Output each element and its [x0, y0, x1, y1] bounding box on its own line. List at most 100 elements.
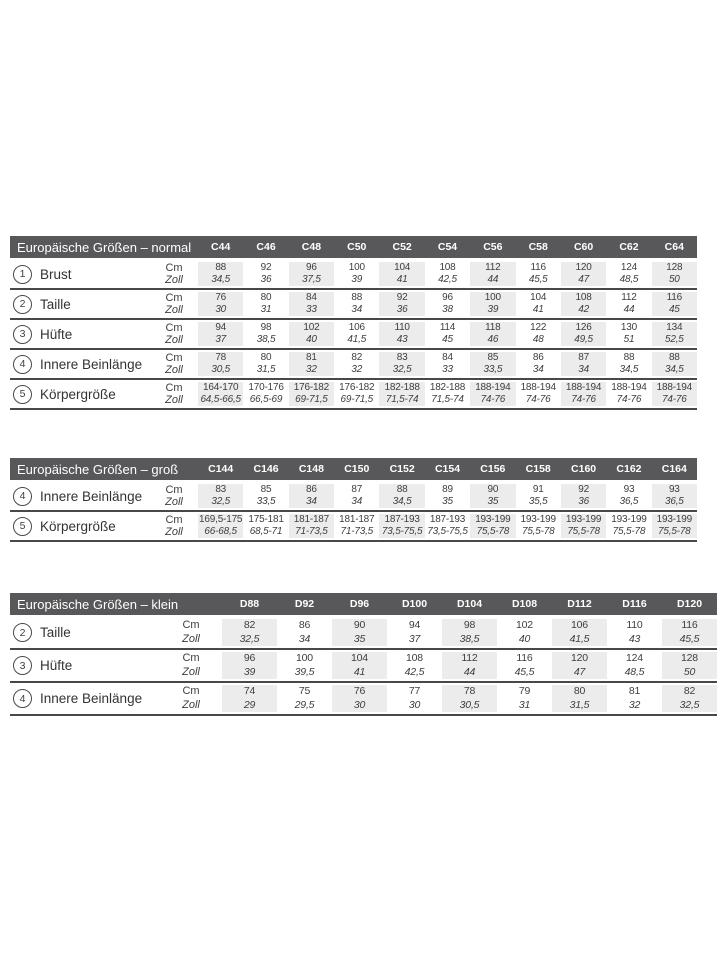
column-header: C154: [434, 463, 461, 475]
zoll-value: 34: [298, 632, 311, 645]
unit-cell: Cm Zoll: [160, 617, 222, 648]
zoll-value: 30: [353, 698, 366, 711]
zoll-value: 74-76: [616, 394, 642, 405]
value-cell: 187-193 73,5-75,5: [425, 512, 470, 540]
cm-value: 122: [530, 322, 547, 333]
zoll-value: 33: [442, 364, 453, 375]
cm-value: 164-170: [203, 382, 239, 393]
cm-value: 108: [406, 652, 423, 664]
zoll-value: 31,5: [569, 698, 590, 711]
value-cell: 84 33: [288, 290, 335, 318]
zoll-value: 38: [442, 304, 453, 315]
unit-label-cm: Cm: [165, 352, 183, 364]
cm-value: 130: [620, 322, 637, 333]
cm-value: 84: [442, 352, 453, 363]
zoll-value: 45,5: [514, 665, 535, 678]
zoll-value: 45: [442, 334, 453, 345]
zoll-value: 44: [463, 665, 476, 678]
cm-value: 93: [623, 484, 635, 495]
column-header: D88: [239, 598, 260, 610]
cm-value: 104: [394, 262, 411, 273]
column-header: C164: [661, 463, 687, 475]
zoll-value: 68,5-71: [249, 526, 283, 537]
column-header: C156: [480, 463, 506, 475]
cm-value: 116: [516, 652, 533, 664]
column-header: C58: [528, 241, 548, 253]
column-header: C148: [298, 463, 324, 475]
cm-value: 88: [396, 484, 408, 495]
unit-cell: Cm Zoll: [160, 650, 222, 681]
value-cell: 124 48,5: [606, 260, 651, 288]
cm-value: 81: [628, 685, 641, 697]
cm-value: 118: [485, 322, 501, 333]
cm-value: 82: [683, 685, 696, 697]
cm-value: 87: [578, 352, 589, 363]
value-cell: 81 32: [288, 350, 335, 378]
zoll-value: 45: [668, 304, 680, 315]
value-cell: 74 29: [222, 683, 277, 714]
value-cell: 86 34: [277, 617, 332, 648]
cm-value: 188-194: [656, 382, 693, 393]
row-label: Hüfte: [40, 658, 73, 673]
zoll-value: 75,5-78: [567, 526, 600, 537]
unit-label-cm: Cm: [165, 322, 183, 334]
table-title: Europäische Größen – normal: [17, 239, 192, 255]
cm-value: 94: [408, 619, 421, 631]
zoll-value: 36: [578, 496, 589, 507]
column-header: D112: [567, 598, 592, 610]
zoll-value: 50: [668, 274, 680, 285]
cm-value: 88: [215, 262, 227, 273]
cm-value: 193-199: [611, 514, 647, 525]
column-header: D104: [456, 598, 483, 610]
row-label: Taille: [40, 625, 71, 640]
value-cell: 182-188 71,5-74: [425, 380, 470, 408]
row-label: Innere Beinlänge: [40, 691, 143, 706]
zoll-value: 34,5: [664, 364, 684, 375]
row-label: Körpergröße: [40, 518, 116, 534]
zoll-value: 48,5: [624, 665, 645, 678]
value-cell: 116 45: [651, 290, 697, 318]
cm-value: 83: [396, 352, 408, 363]
value-cell: 93 36,5: [651, 482, 697, 510]
cm-value: 104: [530, 292, 547, 303]
zoll-value: 41: [532, 304, 544, 315]
column-header: C150: [344, 463, 370, 475]
zoll-value: 32,5: [679, 698, 700, 711]
row-label: Körpergröße: [40, 386, 116, 402]
column-header: D108: [511, 598, 538, 610]
zoll-value: 74-76: [571, 394, 596, 405]
cm-value: 82: [243, 619, 256, 631]
zoll-value: 30: [408, 698, 421, 711]
value-cell: 188-194 74-76: [651, 380, 697, 408]
zoll-value: 29: [243, 698, 256, 711]
cm-value: 187-193: [384, 514, 420, 525]
cm-value: 100: [484, 292, 501, 303]
zoll-value: 42: [578, 304, 589, 315]
unit-label-zoll: Zoll: [182, 698, 200, 711]
value-cell: 175-181 68,5-71: [243, 512, 288, 540]
table-title: Europäische Größen – groß: [17, 461, 179, 477]
value-cell: 83 32,5: [198, 482, 244, 510]
zoll-value: 34: [351, 496, 363, 507]
cm-value: 169,5-175: [199, 514, 243, 525]
row-label-cell: 5 Körpergröße: [10, 512, 150, 540]
cm-value: 91: [532, 484, 544, 495]
zoll-value: 66,5-69: [249, 394, 283, 405]
zoll-value: 31,5: [256, 364, 276, 375]
value-cell: 176-182 69-71,5: [288, 380, 335, 408]
zoll-value: 41,5: [347, 334, 367, 345]
value-cell: 87 34: [560, 350, 607, 378]
value-cell: 85 33,5: [243, 482, 288, 510]
cm-value: 96: [243, 652, 256, 664]
value-cell: 75 29,5: [277, 683, 332, 714]
value-cell: 92 36: [379, 290, 425, 318]
zoll-value: 40: [518, 632, 531, 645]
zoll-value: 74-76: [525, 394, 551, 405]
unit-label-cm: Cm: [182, 619, 200, 631]
cm-value: 76: [353, 685, 366, 697]
zoll-value: 75,5-78: [521, 526, 555, 537]
value-cell: 82 32,5: [222, 617, 277, 648]
zoll-value: 36,5: [664, 496, 684, 507]
zoll-value: 35: [353, 632, 366, 645]
zoll-value: 36: [260, 274, 272, 285]
